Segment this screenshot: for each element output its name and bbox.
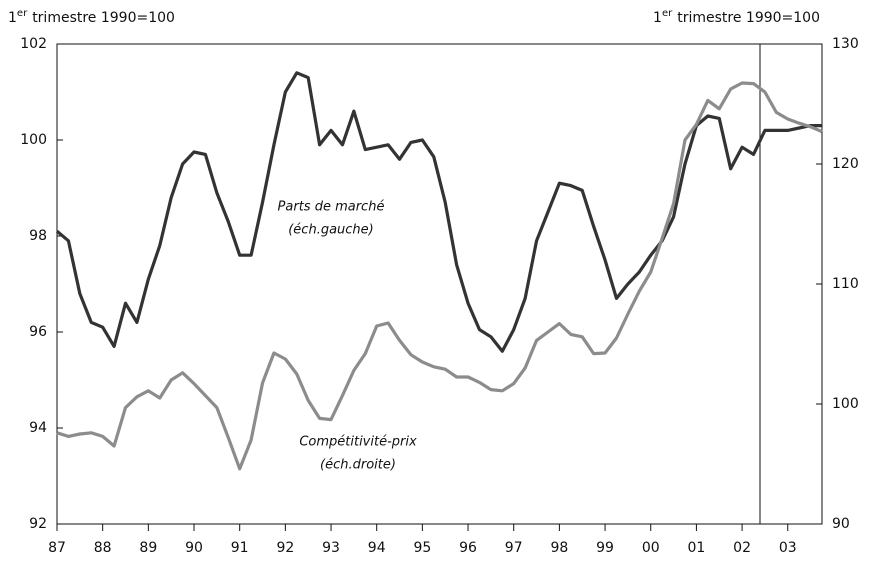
y-tick-label: 92 (29, 516, 47, 532)
x-tick-label: 93 (322, 540, 340, 556)
x-tick-label: 95 (413, 540, 431, 556)
x-tick-label: 94 (368, 540, 386, 556)
x-tick-label: 88 (94, 540, 112, 556)
y2-unit-sup: er (662, 8, 673, 19)
y2-tick-label: 120 (832, 156, 859, 172)
x-tick-label: 87 (48, 540, 66, 556)
series-note: (éch.gauche) (288, 223, 374, 238)
x-tick-label: 02 (733, 540, 751, 556)
series-label: Compétitivité-prix (299, 435, 417, 450)
x-tick-label: 97 (505, 540, 523, 556)
y-tick-label: 94 (29, 420, 47, 436)
x-tick-label: 91 (231, 540, 249, 556)
y-tick-label: 96 (29, 324, 47, 340)
y-tick-label: 102 (20, 36, 47, 52)
y-tick-label: 98 (29, 228, 47, 244)
x-tick-label: 92 (276, 540, 294, 556)
y2-unit: 1er trimestre 1990=100 (653, 8, 820, 26)
y2-tick-label: 90 (832, 516, 850, 532)
series-label: Parts de marché (278, 200, 385, 215)
x-tick-label: 99 (596, 540, 614, 556)
y2-unit-rest: trimestre 1990=100 (677, 10, 820, 26)
x-tick-label: 00 (642, 540, 660, 556)
y-tick-label: 100 (20, 132, 47, 148)
y2-tick-label: 130 (832, 36, 859, 52)
x-tick-label: 90 (185, 540, 203, 556)
y2-tick-label: 110 (832, 276, 859, 292)
series-line (55, 71, 822, 353)
y-unit: 1er trimestre 1990=100 (8, 8, 175, 26)
x-tick-label: 03 (779, 540, 797, 556)
x-tick-label: 98 (550, 540, 568, 556)
x-tick-label: 89 (139, 540, 157, 556)
y-unit-rest: trimestre 1990=100 (32, 10, 175, 26)
x-tick-label: 96 (459, 540, 477, 556)
y2-tick-label: 100 (832, 396, 859, 412)
y2-unit-lead: 1 (653, 10, 662, 26)
series-note: (éch.droite) (320, 458, 396, 473)
y-unit-sup: er (17, 8, 28, 19)
series-line (56, 81, 823, 471)
y-unit-lead: 1 (8, 10, 17, 26)
x-tick-label: 01 (687, 540, 705, 556)
